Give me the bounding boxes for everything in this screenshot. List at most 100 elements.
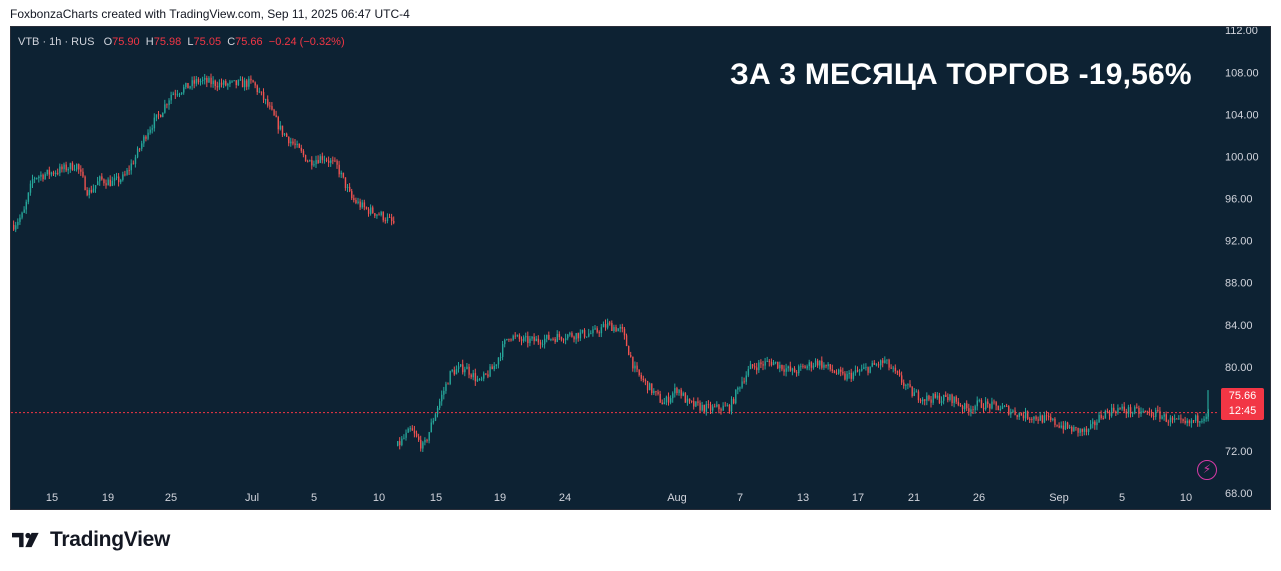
candle [636, 362, 638, 373]
candle [115, 172, 118, 181]
candle [1171, 415, 1174, 424]
candle [974, 404, 976, 414]
candle [367, 207, 370, 217]
candle [1150, 409, 1153, 418]
candle [283, 133, 286, 137]
candle [164, 99, 166, 114]
x-tick-label: 21 [908, 492, 920, 504]
candle [640, 372, 642, 382]
candle [288, 136, 290, 147]
lightning-icon[interactable]: ⚡ [1197, 460, 1217, 480]
candle [105, 179, 107, 189]
candle [34, 176, 36, 183]
candle [27, 192, 30, 205]
candle [1148, 407, 1151, 416]
candle [539, 339, 542, 349]
candle [418, 433, 420, 442]
candle [1127, 404, 1130, 418]
candle [718, 403, 720, 414]
candle [506, 338, 508, 341]
candle [15, 221, 17, 233]
candle [678, 389, 680, 396]
candle [926, 392, 928, 406]
candle [823, 362, 825, 370]
candle [470, 373, 472, 380]
candle [42, 173, 44, 182]
candle [1098, 411, 1100, 423]
candle [1102, 415, 1104, 420]
candle [850, 368, 852, 382]
candle [191, 76, 193, 90]
candle [674, 383, 676, 398]
candle [510, 338, 512, 342]
y-tick-label: 68.00 [1225, 488, 1253, 500]
tradingview-brand[interactable]: TradingView [12, 528, 170, 552]
candle [1031, 417, 1033, 423]
candle [434, 412, 437, 422]
chart-background [11, 27, 1270, 509]
x-tick-label: 24 [559, 492, 571, 504]
candle [982, 403, 985, 414]
candle [304, 154, 307, 162]
candle [61, 164, 63, 173]
chart-frame[interactable]: 112.00 108.00 104.00 100.00 96.00 92.00 88.00 8… [10, 26, 1271, 510]
last-price-value: 75.66 [1228, 390, 1257, 402]
candle [428, 431, 430, 444]
candle [254, 81, 256, 89]
candle [1163, 412, 1165, 421]
candle [109, 175, 111, 187]
candle [111, 176, 114, 187]
x-tick-label: 15 [46, 492, 58, 504]
candle [993, 399, 995, 405]
candle [1075, 426, 1077, 431]
candle [924, 399, 926, 406]
candle [520, 336, 523, 346]
candle [386, 213, 389, 224]
candle [233, 80, 235, 82]
candle [1203, 416, 1205, 424]
candle [588, 328, 590, 338]
candle [325, 157, 328, 163]
candle [1205, 413, 1207, 422]
candle [657, 389, 659, 396]
candle [1041, 414, 1044, 424]
candle [422, 440, 424, 453]
candle [554, 337, 556, 344]
low-value: 75.05 [193, 36, 222, 48]
candle [468, 363, 470, 379]
ohlc-legend: VTB · 1h · RUS O75.90 H75.98 L75.05 C75.… [18, 36, 345, 48]
candle [947, 393, 949, 403]
candle [399, 437, 401, 450]
candle [565, 333, 567, 345]
candle [907, 383, 909, 390]
x-tick-label: 13 [797, 492, 809, 504]
candle [1014, 407, 1016, 416]
candle [779, 361, 781, 373]
candle [208, 76, 210, 83]
symbol-label: VTB · 1h · RUS [18, 36, 95, 48]
candle [187, 82, 189, 89]
last-price-badge: 75.66 12:45 [1221, 388, 1264, 420]
candle [867, 366, 869, 376]
candle [754, 362, 756, 370]
candle [701, 401, 703, 412]
candle [970, 405, 972, 417]
candle [756, 362, 758, 375]
candle [1146, 410, 1149, 415]
high-value: 75.98 [153, 36, 182, 48]
candle [307, 159, 309, 163]
price-chart[interactable]: 112.00 108.00 104.00 100.00 96.00 92.00 88.00 8… [11, 27, 1270, 509]
candle [766, 356, 768, 362]
candle [122, 171, 124, 182]
candle [401, 436, 403, 447]
candle [945, 391, 947, 397]
candle [1027, 410, 1029, 420]
candle [67, 167, 69, 175]
overlay-title: ЗА 3 МЕСЯЦА ТОРГОВ -19,56% [730, 58, 1192, 91]
change-value: −0.24 (−0.32%) [268, 36, 345, 48]
candle [206, 75, 208, 88]
candle [833, 370, 836, 374]
candle [592, 326, 594, 337]
candle [1024, 407, 1027, 422]
candle [235, 80, 237, 89]
